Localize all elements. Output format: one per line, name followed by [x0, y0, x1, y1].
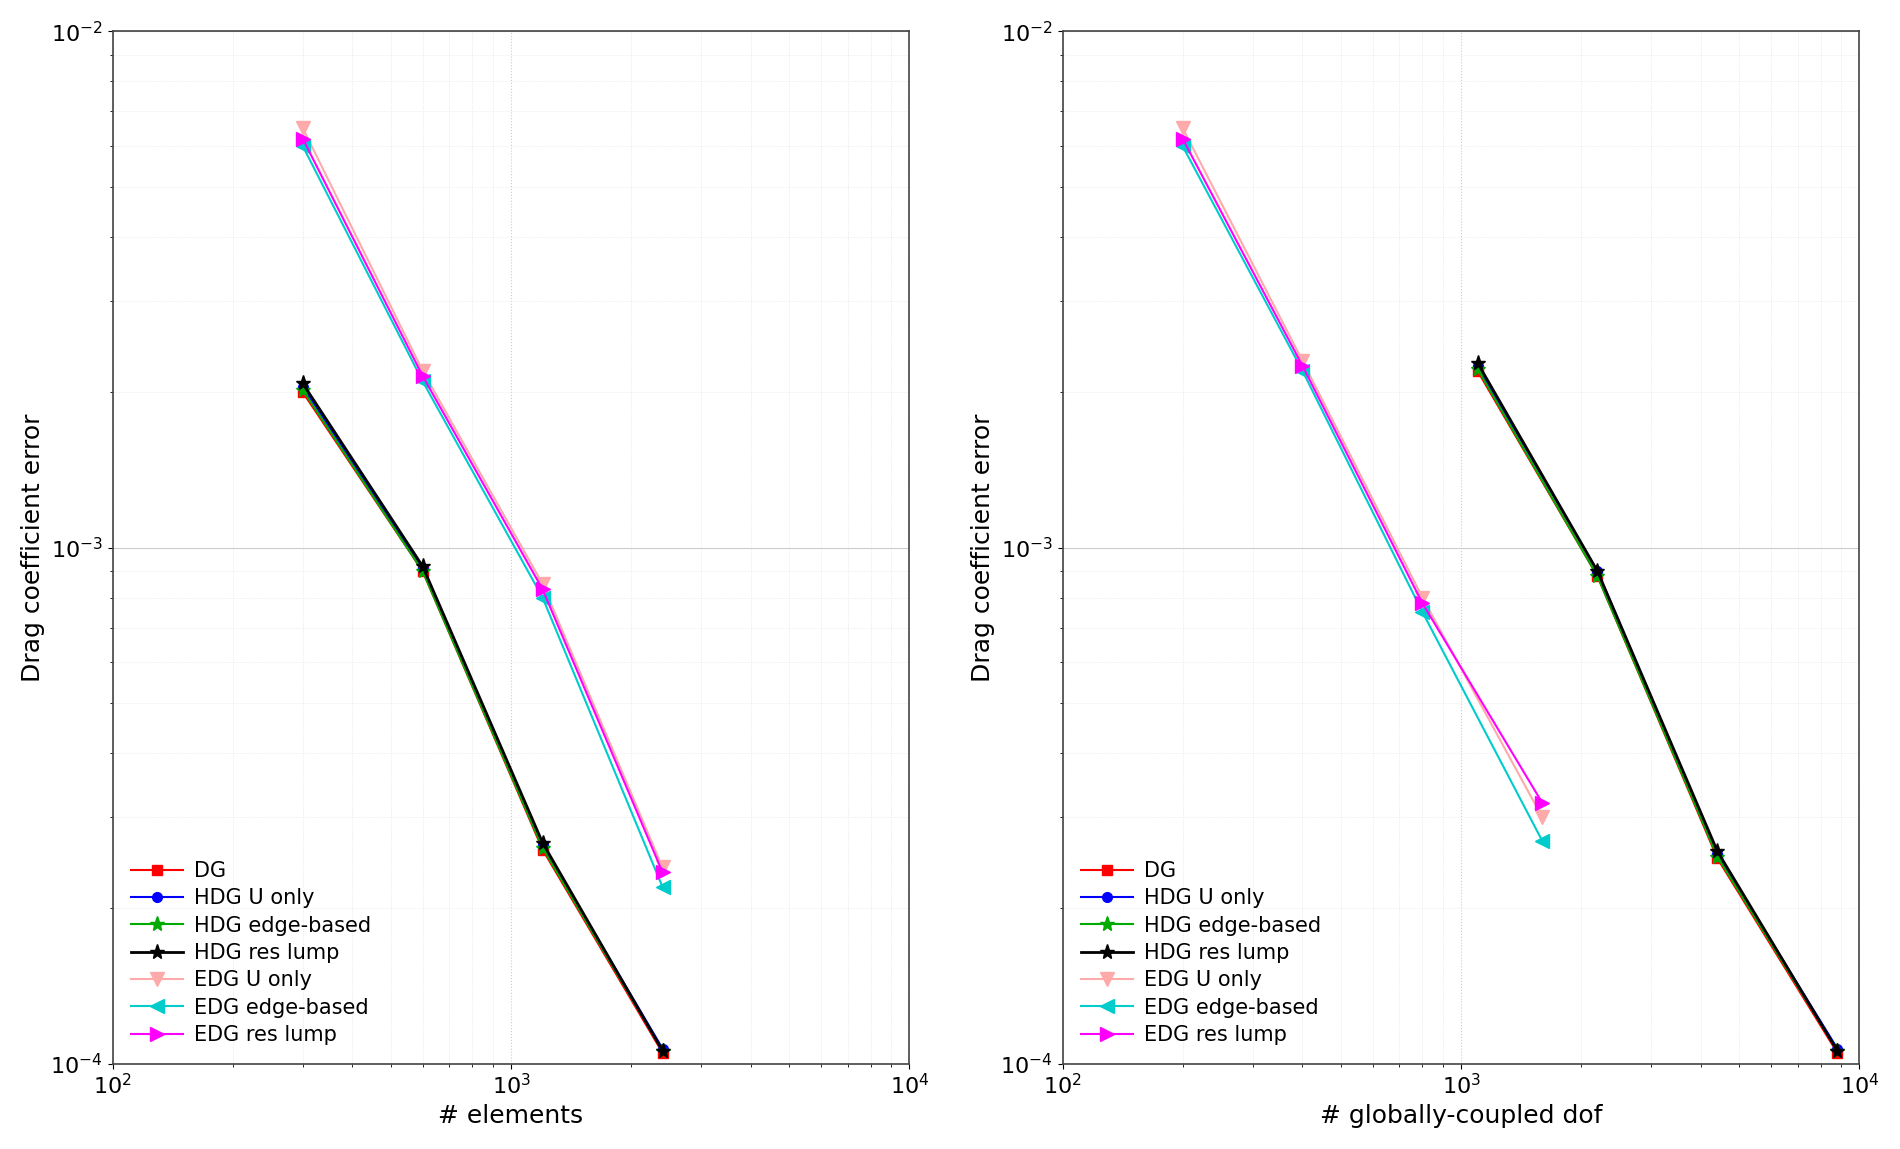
Y-axis label: Drag coefficient error: Drag coefficient error — [21, 414, 46, 681]
X-axis label: # globally-coupled dof: # globally-coupled dof — [1320, 1104, 1602, 1128]
X-axis label: # elements: # elements — [439, 1104, 583, 1128]
Legend: DG, HDG U only, HDG edge-based, HDG res lump, EDG U only, EDG edge-based, EDG re: DG, HDG U only, HDG edge-based, HDG res … — [124, 853, 380, 1054]
Y-axis label: Drag coefficient error: Drag coefficient error — [971, 414, 996, 681]
Legend: DG, HDG U only, HDG edge-based, HDG res lump, EDG U only, EDG edge-based, EDG re: DG, HDG U only, HDG edge-based, HDG res … — [1074, 853, 1330, 1054]
